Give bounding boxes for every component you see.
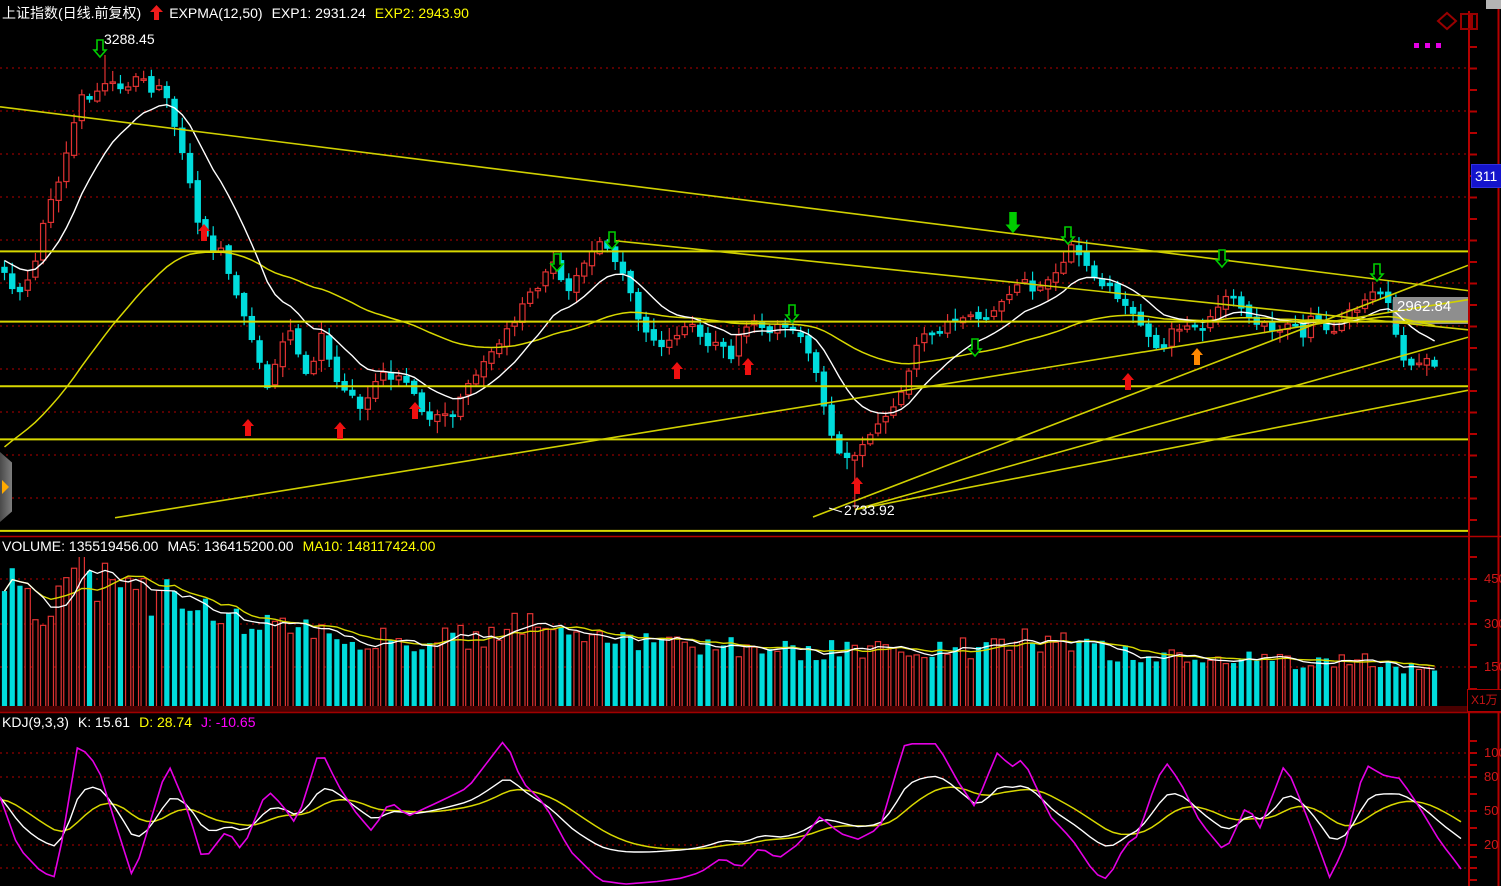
header-text: VOLUME: 135519456.00 <box>2 538 159 554</box>
toolbar-icons <box>1410 8 1480 48</box>
sell-arrow-icon <box>1369 263 1385 283</box>
d-line <box>0 786 1462 851</box>
k-line <box>0 775 1462 853</box>
trough-price-annotation: 2733.92 <box>844 502 895 518</box>
expand-arrow-icon <box>2 480 9 494</box>
buy-arrow-icon <box>198 224 210 241</box>
buy-arrow-icon <box>851 477 863 494</box>
header-text: EXP2: 2943.90 <box>374 5 469 21</box>
kdj-series <box>0 741 1462 885</box>
header-text: EXPMA(12,50) <box>169 5 263 21</box>
header-text: MA5: 136415200.00 <box>167 538 294 554</box>
kdj-header: KDJ(9,3,3) K: 15.61 D: 28.74 J: -10.65 <box>2 714 265 730</box>
axis-tick-label: 100 <box>1484 745 1501 760</box>
diamond-icon[interactable] <box>1436 11 1458 31</box>
volume-ma10-line <box>3 575 1435 667</box>
candlestick-series <box>0 41 1468 532</box>
buy-arrow-icon <box>334 422 346 439</box>
sell-arrow-icon <box>1214 249 1230 269</box>
volume-unit-label: X1万 <box>1467 689 1501 712</box>
main-chart-header: 上证指数(日线.前复权) EXPMA(12,50) EXP1: 2931.24 EXP… <box>2 3 478 23</box>
signal-markers <box>92 39 1385 494</box>
volume-series <box>1 557 1438 706</box>
red-up-arrow <box>150 5 164 20</box>
axis-tick-label: 20 <box>1484 837 1499 852</box>
sell-arrow-icon <box>967 338 983 358</box>
axis-price-badge: 311 <box>1471 164 1501 188</box>
toolbar-icons-canvas <box>1436 11 1478 31</box>
header-text: 上证指数(日线.前复权) <box>2 5 142 21</box>
volume-header: VOLUME: 135519456.00 MA5: 136415200.00 MA1… <box>2 538 444 554</box>
header-text: K: 15.61 <box>77 714 131 730</box>
window-corner-grip[interactable] <box>1486 0 1501 9</box>
axis-tick-label: 80 <box>1484 769 1499 784</box>
window-pane-icon[interactable] <box>1460 13 1472 30</box>
diagonal-trendline <box>607 239 1468 331</box>
axis-tick-label: 30000 <box>1484 616 1501 631</box>
header-text: KDJ(9,3,3) <box>2 714 69 730</box>
alert-arrow-icon <box>1191 348 1203 365</box>
more-options-icon[interactable] <box>1414 35 1447 53</box>
buy-arrow-icon <box>742 358 754 375</box>
diagonal-trendline <box>854 336 1468 511</box>
axis-tick-label: 15000 <box>1484 659 1501 674</box>
sell-arrow-icon <box>92 39 108 59</box>
sell-arrow-icon <box>784 304 800 324</box>
axis-tick-label: 50 <box>1484 803 1499 818</box>
sell-arrow-icon <box>1060 226 1076 246</box>
sell-arrow-solid-icon <box>1005 212 1021 234</box>
buy-arrow-icon <box>409 402 421 419</box>
diagonal-trendline <box>114 298 1468 519</box>
diagonal-trendline <box>812 264 1468 518</box>
last-price-marker: 2962.84 <box>1397 298 1452 315</box>
window-pane2-icon[interactable] <box>1471 13 1478 30</box>
axis-tick-label: 45000 <box>1484 571 1501 586</box>
header-text: EXP1: 2931.24 <box>271 5 366 21</box>
header-text: MA10: 148117424.00 <box>302 538 436 554</box>
header-text: J: -10.65 <box>201 714 256 730</box>
peak-price-annotation: 3288.45 <box>104 31 155 47</box>
sell-arrow-icon <box>604 231 620 251</box>
sidebar-flyout-handle[interactable] <box>0 452 12 522</box>
expma50-line <box>4 251 1435 448</box>
volume-ma5-line <box>3 569 1435 670</box>
diagonal-trendline <box>854 389 1468 511</box>
buy-arrow-icon <box>242 419 254 436</box>
buy-arrow-icon <box>1122 373 1134 390</box>
diagonal-trendline <box>0 106 1468 292</box>
header-text: D: 28.74 <box>139 714 193 730</box>
sell-arrow-icon <box>549 253 565 273</box>
j-line <box>0 741 1462 885</box>
buy-arrow-icon <box>671 362 683 379</box>
